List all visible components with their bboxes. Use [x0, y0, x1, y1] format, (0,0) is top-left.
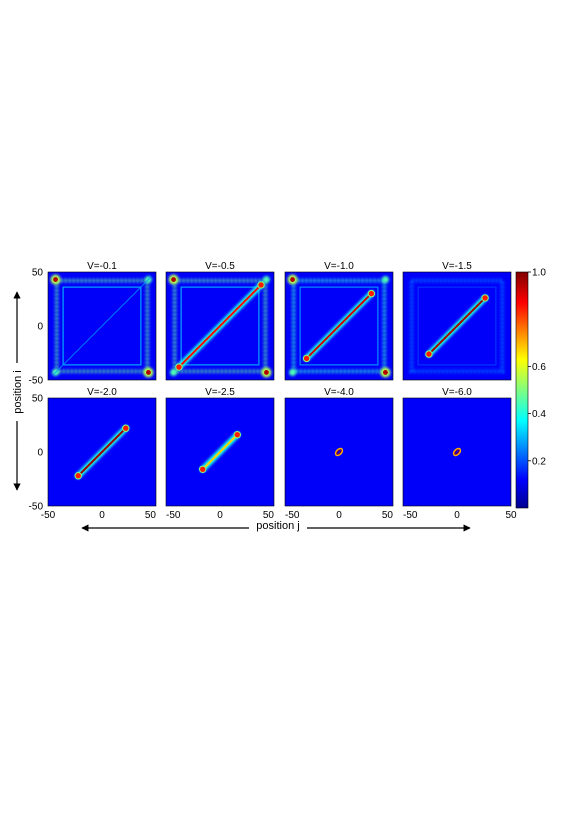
x-tick-label: -50	[41, 510, 56, 521]
x-tick-label: 50	[505, 510, 517, 521]
y-tick-label: 50	[32, 394, 44, 405]
panel-title: V=-2.0	[87, 387, 117, 398]
x-tick-label: 50	[263, 510, 275, 521]
y-tick-label: 0	[37, 322, 43, 333]
diagonal-ridge	[305, 292, 373, 360]
diagonal-ridge	[201, 433, 239, 471]
x-tick-label: 0	[336, 510, 342, 521]
panel-border	[402, 271, 512, 381]
y-tick-label: -50	[29, 376, 44, 387]
panel-background	[285, 398, 393, 506]
x-tick-label: -50	[403, 510, 418, 521]
corner-peak-core	[290, 277, 295, 282]
inner-frame	[299, 286, 379, 366]
corner-peak-minor	[289, 368, 297, 376]
x-tick-label: 0	[99, 510, 105, 521]
heatmap-panel: V=-1.0	[284, 261, 394, 381]
inner-frame	[180, 286, 260, 366]
inner-frame	[417, 286, 497, 366]
colorbar-gradient	[515, 271, 529, 509]
edge-frame	[409, 278, 505, 374]
panel-border	[402, 397, 512, 507]
edge-frame	[291, 278, 387, 374]
x-tick-label: 0	[217, 510, 223, 521]
center-peak-core	[454, 449, 460, 455]
panel-title: V=-4.0	[324, 387, 354, 398]
diagonal-ridge	[427, 296, 487, 356]
x-axis-arrow: position j	[81, 519, 471, 532]
diagonal-ridge	[77, 427, 127, 477]
x-tick-label: -50	[166, 510, 181, 521]
x-tick-label: 50	[382, 510, 394, 521]
heatmap-panel: V=-2.0	[47, 387, 157, 507]
panel-title: V=-2.5	[205, 387, 235, 398]
panel-border	[165, 397, 275, 507]
panel-border	[284, 271, 394, 381]
ridge-end-peak	[425, 350, 433, 358]
center-peak	[334, 447, 344, 457]
heatmap-panel: V=-1.5	[402, 261, 512, 381]
colorbar-tick-label: 1.0	[532, 268, 546, 279]
panel-border	[47, 397, 157, 507]
panel-background	[403, 398, 511, 506]
x-axis-label: position j	[256, 520, 299, 532]
panel-border	[165, 271, 275, 381]
panel-border	[47, 271, 157, 381]
ridge-end-peak	[199, 465, 207, 473]
colorbar-tick-label: 0.2	[532, 456, 546, 467]
y-tick-label: 50	[32, 268, 44, 279]
center-peak-core	[336, 449, 342, 455]
x-tick-label: 0	[454, 510, 460, 521]
colorbar-ticks: 1.0 0.6 0.4 0.2	[528, 268, 546, 467]
corner-peak-core	[171, 277, 176, 282]
edge-frame	[54, 278, 150, 374]
heatmap-panel: V=-0.5	[165, 261, 275, 381]
y-axis-label: position i	[12, 370, 24, 413]
ridge-end-peak	[367, 289, 376, 298]
ridge-end-peak	[257, 281, 265, 289]
y-tick-label: 0	[37, 448, 43, 459]
panel-title: V=-0.1	[87, 261, 117, 272]
corner-peak-core	[383, 370, 388, 375]
ridge-end-peak	[302, 354, 311, 363]
ridge-end-peak	[233, 431, 241, 439]
heatmap-panel: V=-0.1	[47, 261, 157, 381]
panel-grid: V=-0.1 V=-0.5 V=-1.0 V=-1.5 V=-2.0 V=-2.5 V=-4…	[47, 261, 512, 507]
panel-title: V=-0.5	[205, 261, 235, 272]
panel-title: V=-6.0	[442, 387, 472, 398]
panel-border	[284, 397, 394, 507]
x-tick-label: 50	[145, 510, 157, 521]
diagonal-ridge	[177, 283, 263, 369]
ridge-end-peak	[122, 424, 130, 432]
colorbar-tick-label: 0.6	[532, 362, 546, 373]
corner-peak-minor	[381, 276, 389, 284]
y-tick-label: -50	[29, 502, 44, 513]
corner-peak-core	[146, 370, 151, 375]
ridge-end-peak	[175, 363, 183, 371]
heatmap-panel: V=-4.0	[284, 387, 394, 507]
corner-peak-minor	[262, 276, 270, 284]
corner-peak-minor	[170, 368, 178, 376]
colorbar-tick-label: 0.4	[532, 409, 546, 420]
edge-frame	[172, 278, 268, 374]
x-tick-label: -50	[285, 510, 300, 521]
inner-frame	[62, 286, 142, 366]
corner-peak-core	[53, 277, 58, 282]
diagonal-ridge	[53, 277, 151, 375]
ridge-end-peak	[74, 472, 82, 480]
heatmap-panel: V=-2.5	[165, 387, 275, 507]
heatmap-panel: V=-6.0	[402, 387, 512, 507]
panel-title: V=-1.0	[324, 261, 354, 272]
corner-peak-core	[264, 370, 269, 375]
panel-title: V=-1.5	[442, 261, 472, 272]
colorbar: 1.0 0.6 0.4 0.2	[515, 268, 546, 509]
center-peak	[452, 447, 462, 457]
ridge-end-peak	[481, 294, 489, 302]
y-axis-arrow: position i	[10, 291, 24, 491]
